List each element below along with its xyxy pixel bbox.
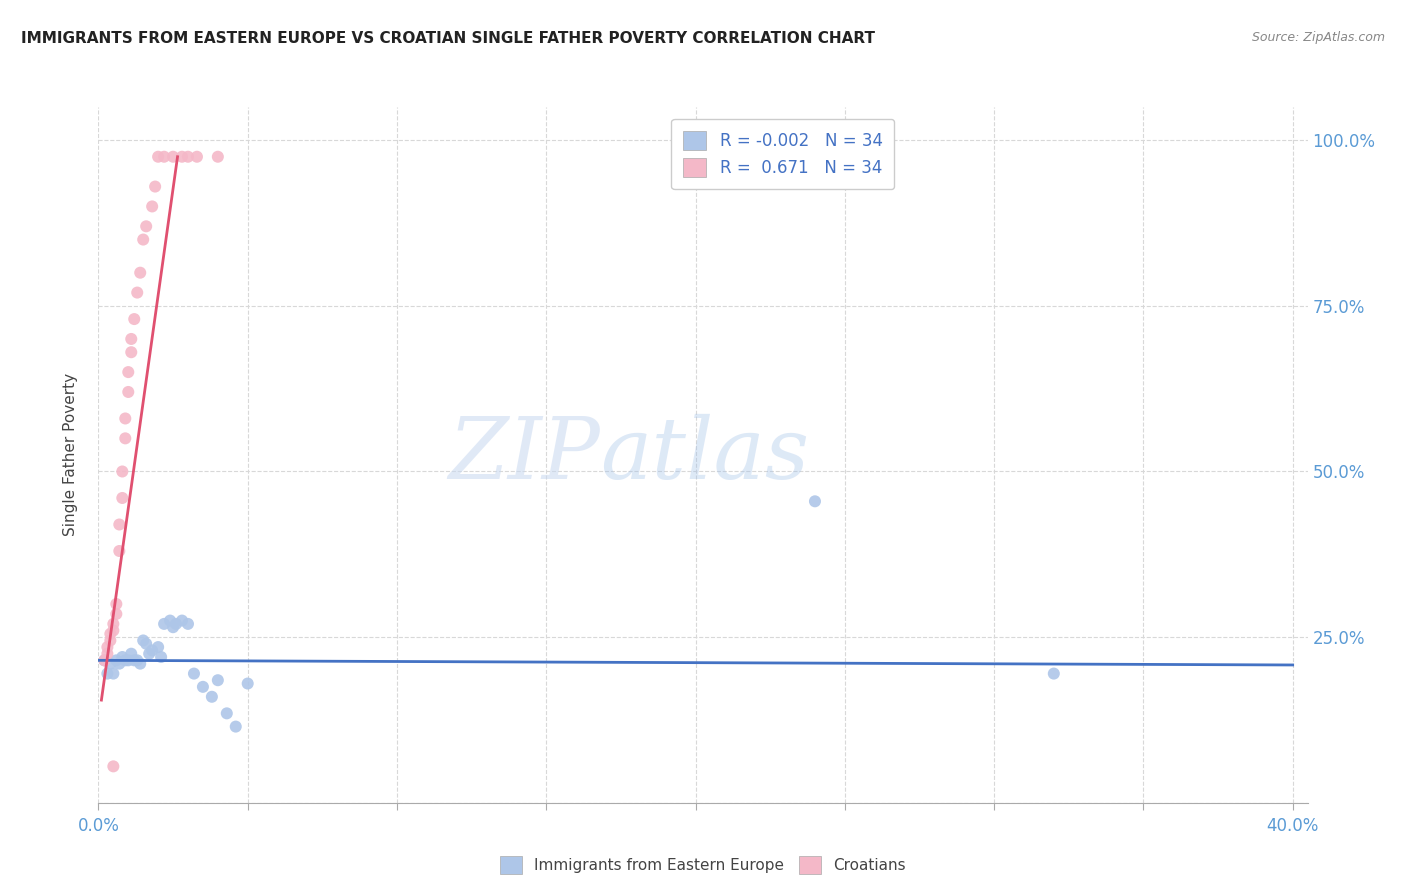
Point (122, 312, 145, 326)
Point (96, 666, 118, 681)
Point (127, 285, 149, 300)
Point (225, 720, 247, 734)
Point (177, 616, 200, 631)
Point (129, 657, 152, 671)
Point (105, 607, 128, 621)
Point (103, 666, 125, 681)
Point (159, 614, 181, 628)
Point (1043, 666, 1066, 681)
Point (135, 637, 157, 651)
Point (150, 650, 173, 665)
Point (98, 633, 121, 648)
Point (103, 616, 125, 631)
Point (129, 266, 152, 280)
Point (103, 624, 125, 638)
Legend: R = -0.002   N = 34, R =  0.671   N = 34: R = -0.002 N = 34, R = 0.671 N = 34 (671, 119, 894, 189)
Point (117, 365, 139, 379)
Point (108, 544, 131, 558)
Point (170, 150, 193, 164)
Point (153, 616, 176, 631)
Text: Source: ZipAtlas.com: Source: ZipAtlas.com (1251, 31, 1385, 45)
Point (105, 597, 128, 611)
Point (117, 653, 139, 667)
Point (108, 657, 131, 671)
Point (153, 150, 176, 164)
Point (132, 633, 155, 648)
Text: atlas: atlas (600, 414, 810, 496)
Point (162, 150, 184, 164)
Point (165, 616, 187, 631)
Point (114, 411, 136, 425)
Point (105, 653, 128, 667)
Point (108, 517, 131, 532)
Point (114, 431, 136, 445)
Point (146, 150, 169, 164)
Point (236, 676, 259, 690)
Point (93, 653, 115, 667)
Point (201, 690, 224, 704)
Point (98, 627, 121, 641)
Point (111, 491, 134, 505)
Point (138, 647, 160, 661)
Legend: Immigrants from Eastern Europe, Croatians: Immigrants from Eastern Europe, Croatian… (495, 850, 911, 880)
Point (162, 620, 184, 634)
Text: IMMIGRANTS FROM EASTERN EUROPE VS CROATIAN SINGLE FATHER POVERTY CORRELATION CHA: IMMIGRANTS FROM EASTERN EUROPE VS CROATI… (21, 31, 875, 46)
Point (98, 657, 121, 671)
Point (207, 150, 229, 164)
Point (122, 653, 145, 667)
Point (120, 647, 142, 661)
Point (120, 332, 142, 346)
Point (135, 219, 157, 234)
Text: ZIP: ZIP (449, 414, 600, 496)
Point (177, 150, 200, 164)
Point (127, 653, 149, 667)
Y-axis label: Single Father Poverty: Single Father Poverty (63, 374, 77, 536)
Point (96, 640, 118, 654)
Point (183, 666, 205, 681)
Point (207, 673, 229, 688)
Point (191, 680, 214, 694)
Point (141, 643, 163, 657)
Point (114, 653, 136, 667)
Point (111, 465, 134, 479)
Point (111, 650, 134, 665)
Point (96, 647, 118, 661)
Point (146, 640, 169, 654)
Point (93, 653, 115, 667)
Point (215, 706, 238, 721)
Point (132, 233, 155, 247)
Point (141, 199, 163, 213)
Point (117, 384, 139, 399)
Point (186, 150, 208, 164)
Point (804, 494, 827, 508)
Point (170, 614, 193, 628)
Point (103, 759, 125, 773)
Point (143, 179, 166, 194)
Point (120, 345, 142, 359)
